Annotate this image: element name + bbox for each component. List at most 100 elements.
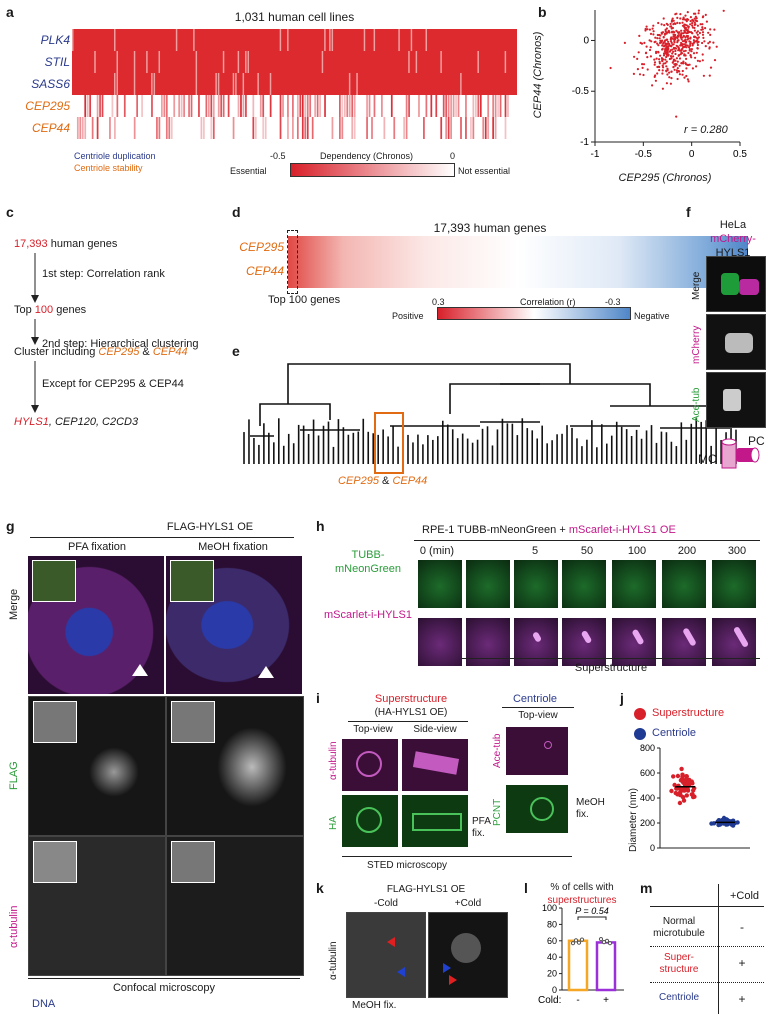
j-super-point: [681, 798, 687, 803]
l-title1: % of cells with: [550, 882, 614, 893]
l-x-label: +: [603, 995, 609, 1006]
l-point: [598, 937, 604, 942]
scatter-point: [689, 31, 693, 34]
flow-arrow-2: [31, 319, 39, 345]
flow-start: 17,393 human genes: [14, 238, 118, 250]
scatter-point: [701, 59, 704, 62]
scatter-point: [675, 29, 678, 32]
scatter-point: [701, 28, 704, 31]
l-y-tick-label: 60: [547, 936, 557, 946]
j-legend-cent-dot: [634, 728, 646, 740]
x-tick-label: 0.5: [733, 149, 747, 160]
m-val-super: +: [738, 956, 746, 970]
h-img-tubb: [466, 560, 510, 608]
scatter-point: [645, 45, 648, 48]
m-row-centriole: Centriole: [658, 992, 700, 1003]
scatter-point: [692, 52, 696, 55]
gene-sass6: SASS6: [31, 77, 70, 91]
h-img-tubb: [712, 560, 756, 608]
i-img-atub-top: [342, 739, 398, 791]
i-top-view: Top-view: [353, 724, 393, 735]
g-image-atub-pfa: [28, 836, 166, 976]
h-time-label: 100: [627, 545, 647, 557]
scatter-point: [689, 16, 692, 19]
g-footer-line: [28, 978, 300, 979]
scatter-points: [609, 9, 725, 118]
scatter-point: [660, 57, 663, 60]
scatter-point: [644, 52, 648, 55]
j-cent-point: [727, 819, 732, 824]
panel-a-title: 1,031 human cell lines: [234, 10, 355, 24]
scatter-point: [668, 71, 671, 74]
scatter-point: [651, 84, 654, 87]
x-tick-label: -1: [591, 149, 600, 160]
k-footer: MeOH fix.: [352, 1000, 397, 1011]
scatter-point: [663, 33, 666, 36]
scatter-point: [650, 40, 653, 43]
i-right-title: Centriole: [512, 693, 558, 705]
l-y-tick-label: 0: [552, 985, 557, 995]
scatter-point: [693, 29, 696, 32]
scatter-point: [676, 16, 679, 19]
scatter-point: [722, 9, 725, 12]
scatter-point: [649, 32, 653, 35]
j-cent-point: [717, 822, 723, 827]
m-dot1: [650, 946, 764, 947]
scatter-point: [702, 74, 705, 77]
scatter-point: [687, 51, 690, 55]
i-side-view: Side-view: [413, 724, 457, 735]
scatter-point: [670, 41, 673, 44]
l-point: [576, 940, 582, 945]
colorbar-d-negative: Negative: [634, 311, 670, 321]
scatter-point: [678, 22, 681, 25]
j-super-point: [691, 788, 696, 793]
scatter-point: [687, 37, 690, 40]
scatter-point: [669, 22, 672, 25]
j-super-point: [684, 774, 689, 779]
scatter-point: [713, 28, 716, 31]
scatter-point: [682, 60, 685, 63]
h-img-hyls1: [418, 618, 462, 666]
superstructure-bar-chart: 0 20 40 60 80 100 - + P = 0.54 Cold:: [538, 903, 624, 1006]
scatter-point: [665, 52, 669, 55]
scatter-point: [651, 27, 654, 30]
l-point: [604, 938, 610, 944]
scatter-point: [686, 78, 689, 81]
j-y-tick-label: 200: [640, 818, 655, 828]
scatter-point: [661, 31, 665, 34]
scatter-point: [665, 31, 668, 34]
scatter-point: [656, 65, 659, 69]
i-left-title: Superstructure: [374, 693, 448, 705]
j-super-point: [680, 774, 685, 779]
l-point: [607, 941, 613, 946]
scatter-point: [681, 69, 684, 73]
scatter-point: [667, 53, 670, 57]
i-right-top-view: Top-view: [518, 710, 558, 721]
l-point: [573, 938, 579, 943]
l-bar: [595, 941, 617, 992]
panel-label-l: l: [524, 880, 528, 896]
panel-label-c: c: [6, 204, 14, 220]
scatter-point: [697, 40, 700, 43]
scatter-point: [677, 39, 680, 42]
j-cent-point: [730, 823, 736, 828]
scatter-point: [681, 73, 684, 76]
scatter-point: [671, 17, 674, 20]
scatter-point: [637, 51, 640, 54]
scatter-point: [680, 41, 683, 45]
scatter-point: [665, 45, 668, 48]
i-left-sub: (HA-HYLS1 OE): [374, 707, 448, 718]
scatter-point: [661, 72, 664, 75]
colorbar-d-positive: Positive: [392, 311, 424, 321]
diameter-plot: 0 200 400 600 800: [640, 743, 750, 853]
k-col-cold-minus: -Cold: [374, 898, 398, 909]
scatter-point: [675, 57, 678, 60]
scatter-point: [674, 22, 677, 25]
scatter-point: [668, 76, 671, 79]
scatter-point: [697, 12, 700, 15]
scatter-point: [665, 69, 668, 72]
scatter-point: [693, 36, 696, 39]
scatter-xlabel: CEP295 (Chronos): [618, 172, 712, 184]
scatter-point: [691, 22, 694, 25]
scatter-point: [649, 55, 652, 58]
